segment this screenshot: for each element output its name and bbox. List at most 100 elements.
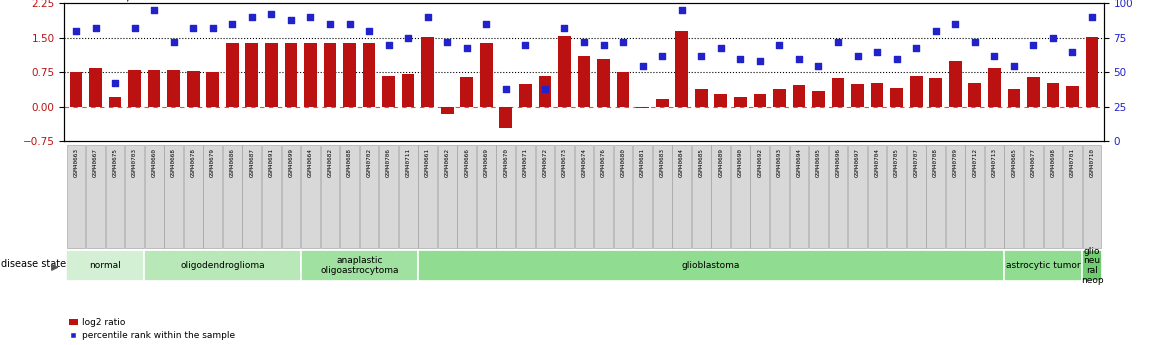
Point [1063, 49, 1082, 55]
Point [946, 21, 965, 27]
Bar [966, 145, 985, 248]
Point [398, 35, 417, 41]
Bar [207, 72, 220, 107]
Text: GSM40674: GSM40674 [582, 148, 586, 177]
Bar [906, 145, 925, 248]
Bar [148, 70, 160, 107]
Bar [496, 145, 515, 248]
Point [848, 53, 867, 59]
Point [125, 26, 144, 31]
Point [262, 12, 280, 17]
Text: GSM40698: GSM40698 [1050, 148, 1056, 177]
Point [926, 28, 945, 34]
Bar [460, 77, 473, 107]
Text: GSM40703: GSM40703 [132, 148, 137, 177]
Bar [304, 42, 317, 107]
Bar [1004, 250, 1083, 281]
Bar [828, 145, 848, 248]
Bar [753, 94, 766, 107]
Text: GSM40701: GSM40701 [1070, 148, 1075, 177]
Point [516, 42, 535, 48]
Text: GSM40697: GSM40697 [855, 148, 860, 177]
Point [380, 42, 398, 48]
Bar [128, 70, 141, 107]
Point [595, 42, 613, 48]
Point [691, 53, 710, 59]
Legend: log2 ratio, percentile rank within the sample: log2 ratio, percentile rank within the s… [69, 318, 236, 341]
Bar [223, 145, 242, 248]
Point [555, 26, 573, 31]
Point [1083, 14, 1101, 20]
Point [418, 14, 437, 20]
Bar [653, 145, 672, 248]
Bar [245, 43, 258, 107]
Bar [536, 145, 555, 248]
Point [1044, 35, 1063, 41]
Text: GSM40676: GSM40676 [602, 148, 606, 177]
Bar [183, 145, 202, 248]
Bar [1027, 77, 1040, 107]
Point [340, 21, 359, 27]
Bar [613, 145, 632, 248]
Text: GSM40671: GSM40671 [523, 148, 528, 177]
Point [477, 21, 495, 27]
Text: GSM40682: GSM40682 [327, 148, 333, 177]
Bar [281, 145, 300, 248]
Text: GSM40673: GSM40673 [562, 148, 566, 177]
Bar [458, 145, 477, 248]
Text: GSM40704: GSM40704 [875, 148, 880, 177]
Bar [300, 250, 418, 281]
Bar [985, 145, 1003, 248]
Bar [948, 61, 961, 107]
Bar [790, 145, 808, 248]
Bar [343, 43, 356, 107]
Bar [793, 85, 805, 107]
Bar [555, 145, 573, 248]
Bar [673, 145, 691, 248]
Bar [711, 145, 730, 248]
Bar [262, 145, 280, 248]
Point [868, 49, 887, 55]
Bar [1083, 145, 1101, 248]
Bar [167, 70, 180, 107]
Bar [438, 145, 457, 248]
Text: GSM40663: GSM40663 [74, 148, 78, 177]
Bar [382, 76, 395, 107]
Text: GSM40668: GSM40668 [172, 148, 176, 177]
Text: GSM40670: GSM40670 [503, 148, 508, 177]
Text: GSM40691: GSM40691 [269, 148, 273, 177]
Text: glio
neu
ral
neop: glio neu ral neop [1080, 247, 1104, 285]
Text: normal: normal [90, 261, 121, 270]
Point [613, 39, 632, 45]
Point [438, 39, 457, 45]
Point [86, 26, 105, 31]
Bar [1063, 145, 1082, 248]
Point [360, 28, 378, 34]
Bar [187, 71, 200, 107]
Point [105, 81, 124, 86]
Text: GSM40672: GSM40672 [542, 148, 548, 177]
Text: GSM40667: GSM40667 [93, 148, 98, 177]
Bar [285, 43, 297, 107]
Text: GSM40712: GSM40712 [972, 148, 978, 177]
Point [809, 63, 828, 68]
Text: GSM40689: GSM40689 [718, 148, 723, 177]
Point [243, 14, 262, 20]
Text: GSM40660: GSM40660 [152, 148, 157, 177]
Bar [1083, 250, 1101, 281]
Bar [832, 78, 844, 107]
Text: GSM40694: GSM40694 [797, 148, 801, 177]
Bar [145, 250, 300, 281]
Bar [1008, 89, 1020, 107]
Point [301, 14, 320, 20]
Text: GSM40665: GSM40665 [1011, 148, 1016, 177]
Point [985, 53, 1003, 59]
Text: GSM40678: GSM40678 [190, 148, 196, 177]
Point [321, 21, 340, 27]
Point [828, 39, 847, 45]
Bar [519, 84, 531, 107]
Bar [695, 89, 708, 107]
Bar [203, 145, 222, 248]
Point [165, 39, 183, 45]
Text: GSM40692: GSM40692 [757, 148, 763, 177]
